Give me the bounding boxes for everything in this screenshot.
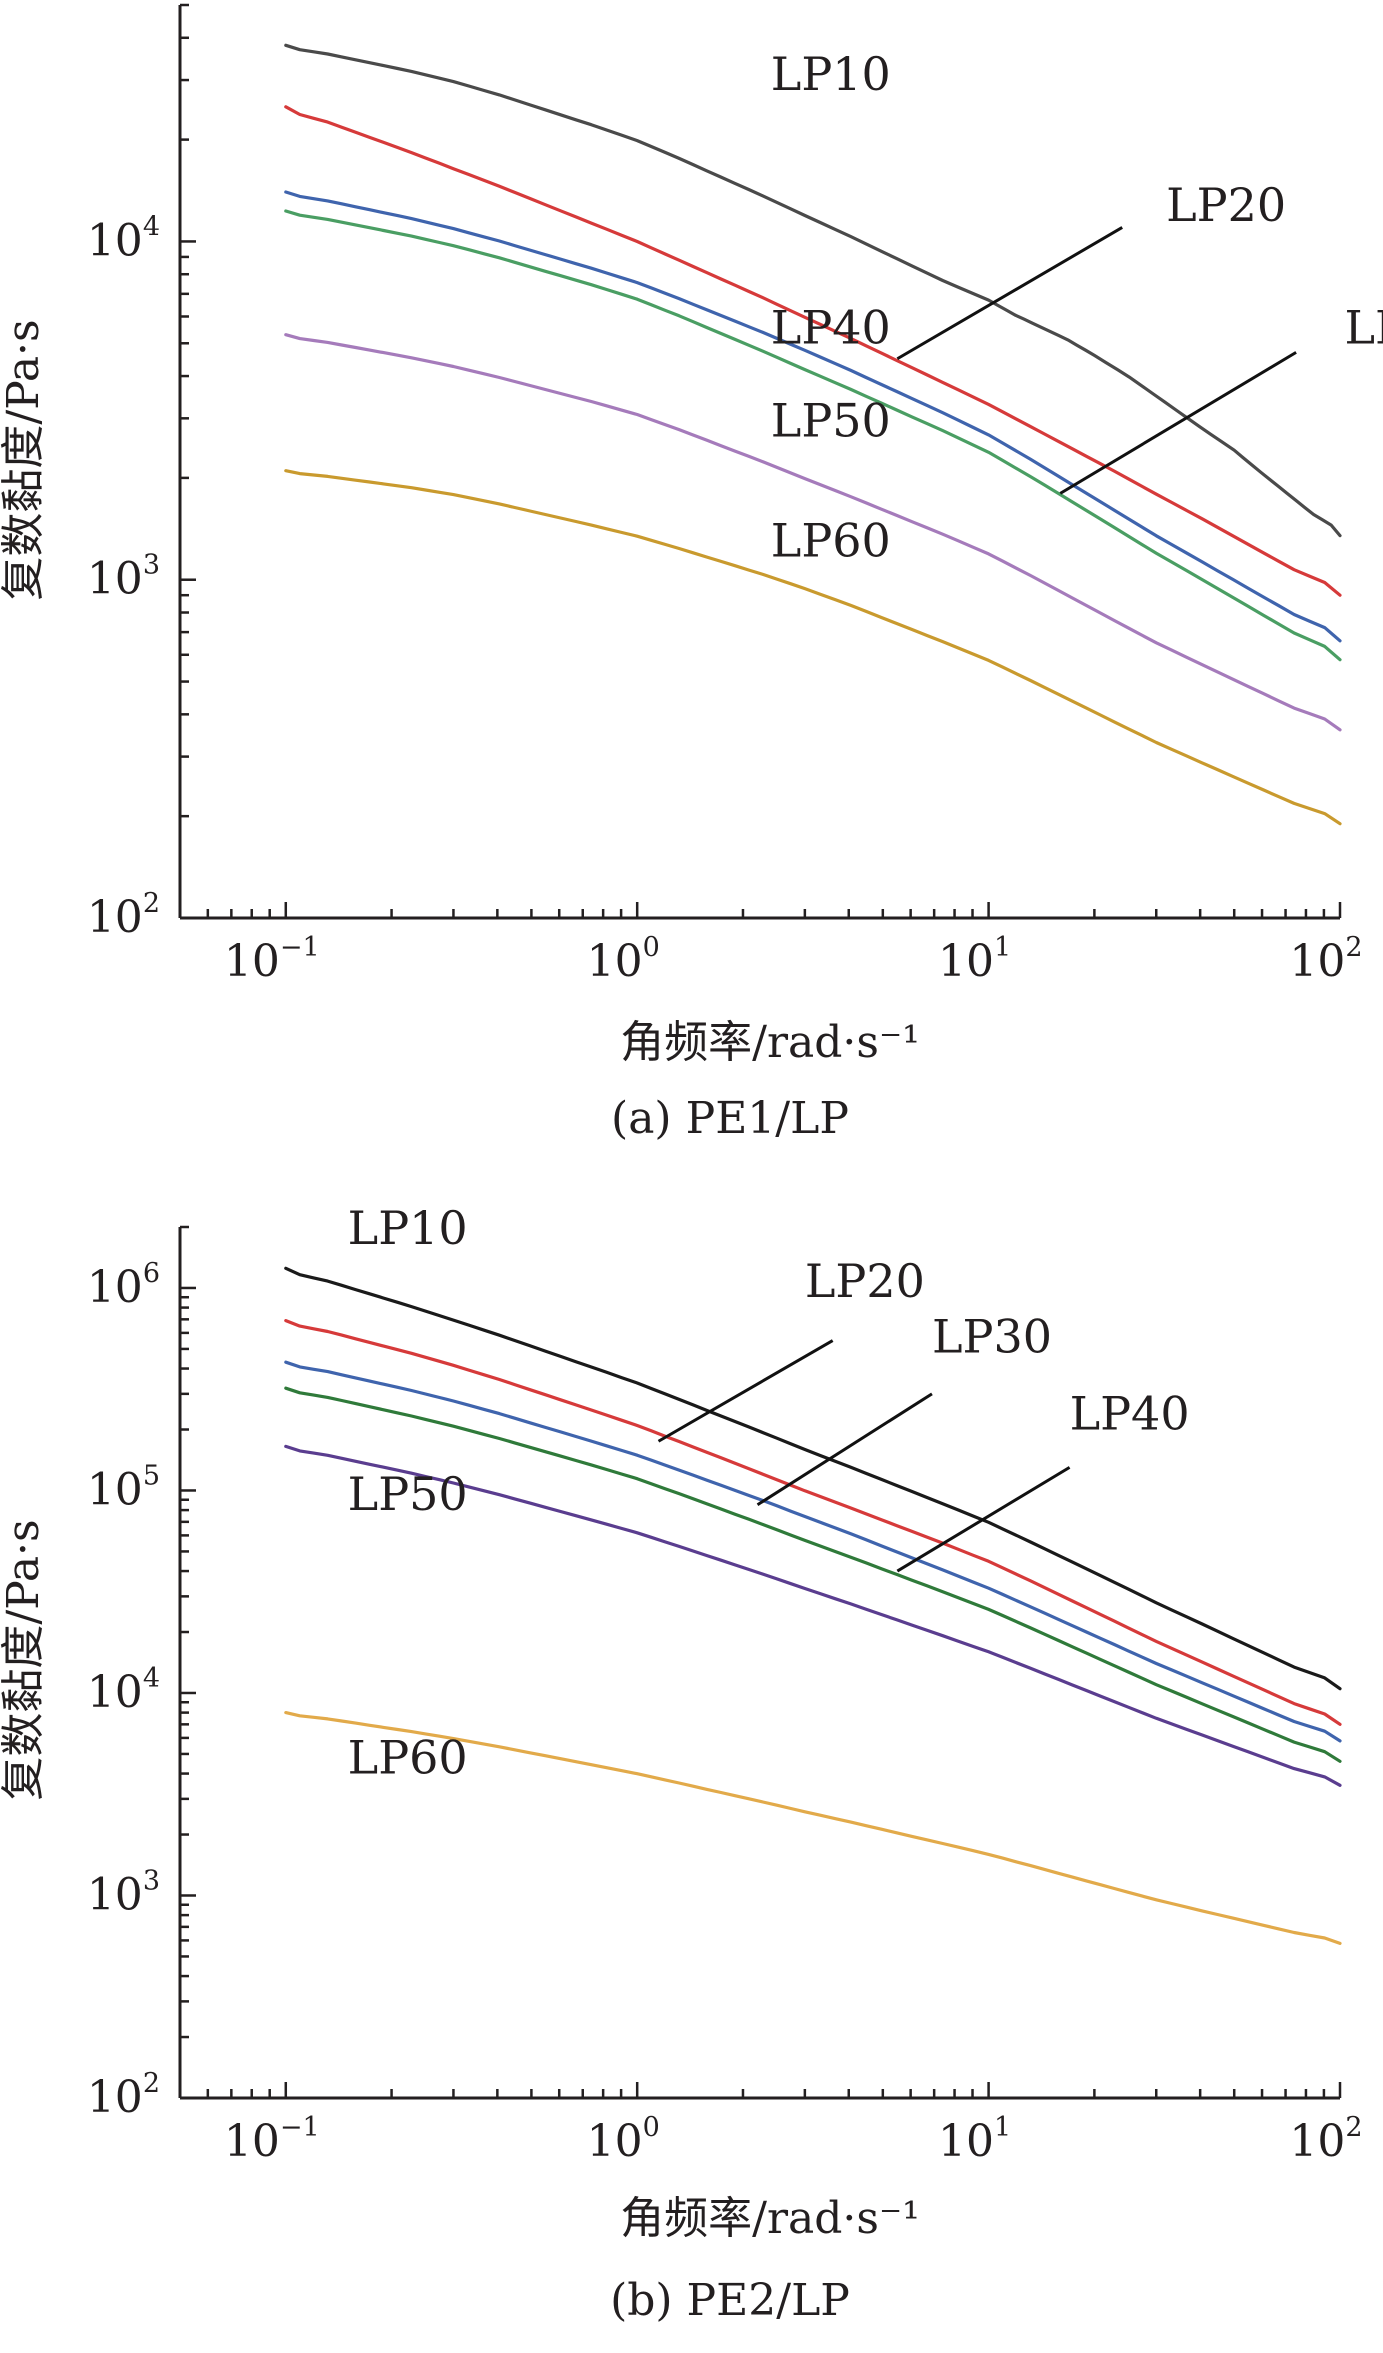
x-axis-title: 角频率/rad·s⁻¹ [620, 1017, 920, 1068]
series-label-lp50: LP50 [771, 394, 891, 448]
y-tick-exponent: 3 [143, 550, 160, 581]
panel-caption: (a) PE1/LP [611, 1093, 849, 1144]
x-tick-exponent: 0 [643, 932, 660, 963]
y-tick-label: 104 [87, 211, 160, 266]
x-tick-exponent: −1 [280, 2112, 320, 2143]
x-tick-label: 10−1 [224, 932, 320, 987]
x-tick-label: 101 [938, 2112, 1011, 2167]
y-tick-exponent: 6 [143, 1258, 160, 1289]
y-tick-base: 10 [87, 1262, 143, 1313]
x-tick-label: 100 [587, 2112, 660, 2167]
series-line-lp10 [284, 43, 1342, 538]
x-tick-base: 10 [938, 2116, 994, 2167]
series-label-lp20: LP20 [1166, 178, 1286, 232]
series-label-lp10: LP10 [771, 47, 891, 101]
series-line-lp40 [284, 209, 1342, 662]
x-tick-label: 101 [938, 932, 1011, 987]
x-tick-base: 10 [587, 2116, 643, 2167]
x-tick-base: 10 [938, 936, 994, 987]
series-line-lp40 [284, 1386, 1342, 1763]
x-tick-exponent: 2 [1345, 2112, 1362, 2143]
series-line-lp60 [284, 1711, 1342, 1945]
series-line-lp20 [284, 1319, 1342, 1726]
label-leader-line [896, 1466, 1071, 1573]
y-axis-title: 复数黏度/Pa·s [0, 319, 49, 600]
x-tick-label: 102 [1289, 932, 1362, 987]
label-leader-line [896, 226, 1123, 361]
x-tick-exponent: 2 [1345, 932, 1362, 963]
x-tick-base: 10 [224, 2116, 280, 2167]
y-tick-exponent: 2 [143, 888, 160, 919]
y-axis-title: 复数黏度/Pa·s [0, 1519, 49, 1800]
label-leader-line [657, 1339, 834, 1443]
x-tick-base: 10 [224, 936, 280, 987]
panel-caption: (b) PE2/LP [610, 2275, 850, 2326]
x-tick-exponent: 1 [994, 932, 1011, 963]
series-line-lp50 [284, 1444, 1342, 1787]
y-tick-exponent: 4 [143, 211, 160, 242]
y-tick-base: 10 [87, 1869, 143, 1920]
y-tick-label: 102 [87, 2068, 160, 2123]
y-tick-base: 10 [87, 554, 143, 605]
x-axis-title: 角频率/rad·s⁻¹ [620, 2193, 920, 2244]
x-tick-exponent: 0 [643, 2112, 660, 2143]
series-line-lp30 [284, 1360, 1342, 1743]
y-tick-exponent: 5 [143, 1460, 160, 1491]
series-label-lp30: LP30 [932, 1310, 1052, 1364]
y-tick-base: 10 [87, 1464, 143, 1515]
series-label-lp60: LP60 [771, 514, 891, 568]
x-tick-exponent: −1 [280, 932, 320, 963]
x-tick-label: 102 [1289, 2112, 1362, 2167]
label-leader-line [1059, 351, 1297, 495]
panel-b: 10−1 100 101 102102103104105106LP10LP20LP30… [0, 1201, 1363, 2326]
series-line-lp10 [284, 1266, 1342, 1691]
series-line-lp30 [284, 190, 1342, 643]
x-tick-label: 10−1 [224, 2112, 320, 2167]
series-label-lp40: LP40 [1070, 1387, 1190, 1441]
series-line-lp60 [284, 469, 1342, 826]
y-tick-label: 106 [87, 1258, 160, 1313]
x-tick-base: 10 [587, 936, 643, 987]
series-line-lp20 [284, 105, 1342, 597]
y-tick-base: 10 [87, 1667, 143, 1718]
y-tick-exponent: 4 [143, 1663, 160, 1694]
series-label-lp30: LP30 [1345, 300, 1383, 354]
y-tick-label: 105 [87, 1460, 160, 1515]
series-label-lp60: LP60 [348, 1731, 468, 1785]
y-tick-label: 104 [87, 1663, 160, 1718]
panel-a: 10−1100101102102103104LP10LP20LP30LP40LP… [0, 3, 1383, 1144]
y-tick-label: 103 [87, 550, 160, 605]
label-leader-line [756, 1392, 933, 1507]
series-label-lp10: LP10 [348, 1201, 468, 1255]
x-tick-label: 100 [587, 932, 660, 987]
y-tick-label: 102 [87, 888, 160, 943]
y-tick-exponent: 3 [143, 1865, 160, 1896]
y-tick-base: 10 [87, 892, 143, 943]
series-label-lp20: LP20 [805, 1254, 925, 1308]
y-tick-base: 10 [87, 215, 143, 266]
x-tick-base: 10 [1289, 2116, 1345, 2167]
y-tick-exponent: 2 [143, 2068, 160, 2099]
series-label-lp40: LP40 [771, 300, 891, 354]
x-tick-base: 10 [1289, 936, 1345, 987]
y-tick-base: 10 [87, 2072, 143, 2123]
series-label-lp50: LP50 [348, 1467, 468, 1521]
series-line-lp50 [284, 333, 1342, 732]
x-tick-exponent: 1 [994, 2112, 1011, 2143]
y-tick-label: 103 [87, 1865, 160, 1920]
